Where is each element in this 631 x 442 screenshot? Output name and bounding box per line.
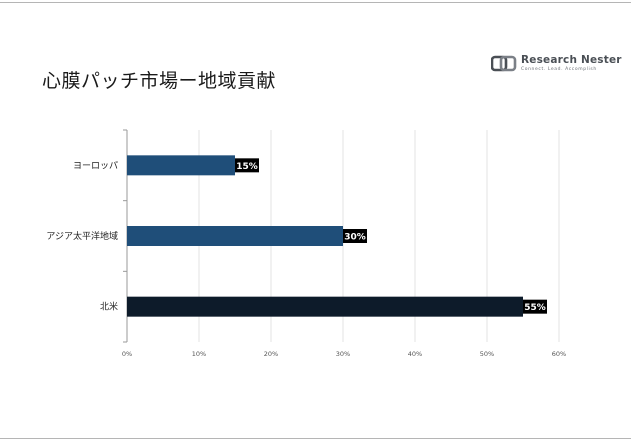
data-label: 30% xyxy=(344,233,366,243)
category-label: ヨーロッパ xyxy=(73,160,118,171)
data-label-bg xyxy=(235,158,259,173)
data-label-bg xyxy=(343,229,367,243)
x-tick-label: 20% xyxy=(264,350,278,358)
x-tick-label: 40% xyxy=(408,350,422,358)
logo-mark-icon xyxy=(491,55,517,72)
logo-tagline: Connect. Lead. Accomplish xyxy=(521,67,597,72)
x-tick-label: 50% xyxy=(480,350,494,358)
data-label-bg xyxy=(523,299,547,314)
data-label: 55% xyxy=(524,303,546,313)
x-tick-label: 10% xyxy=(192,350,206,358)
bottom-rule xyxy=(0,438,631,439)
research-nester-logo: Research Nester Connect. Lead. Accomplis… xyxy=(491,54,621,76)
top-rule xyxy=(0,2,631,3)
category-label: 北米 xyxy=(100,301,118,313)
bar xyxy=(127,155,235,176)
bars xyxy=(127,155,523,317)
bar xyxy=(127,226,343,246)
labels: 0% 10% 20% 30% 40% 50% 60% ヨーロッパ 15% アジア太平洋地域 30% 北… xyxy=(46,158,566,358)
bar xyxy=(127,296,523,317)
axes xyxy=(123,129,128,343)
chart-title: 心膜パッチ市場ー地域貢献 xyxy=(42,70,277,92)
x-tick-label: 0% xyxy=(122,350,132,358)
category-label: アジア太平洋地域 xyxy=(46,230,118,242)
logo-name: Research Nester xyxy=(521,54,622,66)
data-label: 15% xyxy=(236,162,258,172)
x-tick-label: 60% xyxy=(552,350,566,358)
x-tick-label: 30% xyxy=(336,350,350,358)
